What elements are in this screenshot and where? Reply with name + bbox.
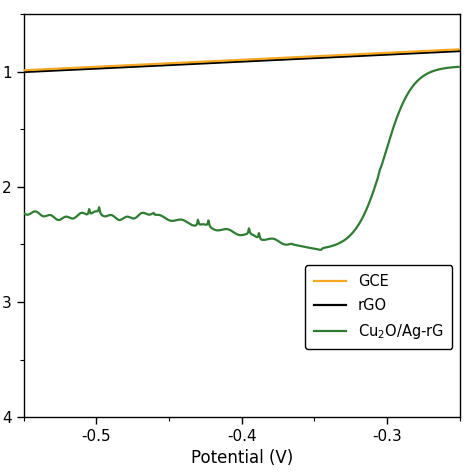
- rGO: [41, 68, 46, 74]
- GCE: [283, 55, 288, 61]
- GCE: [395, 49, 401, 55]
- X-axis label: Potential (V): Potential (V): [191, 449, 293, 467]
- rGO: [395, 51, 401, 57]
- GCE: [457, 46, 463, 52]
- Line: Cu$_2$O/Ag-rG: Cu$_2$O/Ag-rG: [17, 67, 460, 250]
- rGO: [457, 48, 463, 54]
- rGO: [14, 70, 19, 75]
- Cu$_2$O/Ag-rG: [457, 64, 463, 70]
- GCE: [296, 54, 302, 60]
- Cu$_2$O/Ag-rG: [350, 229, 356, 235]
- rGO: [350, 54, 356, 59]
- GCE: [350, 52, 356, 57]
- Cu$_2$O/Ag-rG: [14, 212, 19, 218]
- rGO: [271, 57, 277, 63]
- rGO: [283, 56, 288, 62]
- Line: GCE: GCE: [17, 49, 460, 71]
- rGO: [296, 56, 302, 62]
- Cu$_2$O/Ag-rG: [296, 243, 302, 248]
- GCE: [14, 68, 19, 73]
- Cu$_2$O/Ag-rG: [271, 236, 277, 242]
- Cu$_2$O/Ag-rG: [318, 247, 323, 253]
- Cu$_2$O/Ag-rG: [41, 213, 46, 219]
- Line: rGO: rGO: [17, 51, 460, 73]
- Cu$_2$O/Ag-rG: [283, 242, 288, 247]
- GCE: [41, 66, 46, 72]
- Legend: GCE, rGO, Cu$_2$O/Ag-rG: GCE, rGO, Cu$_2$O/Ag-rG: [305, 265, 453, 349]
- GCE: [271, 55, 277, 61]
- Cu$_2$O/Ag-rG: [396, 110, 401, 116]
